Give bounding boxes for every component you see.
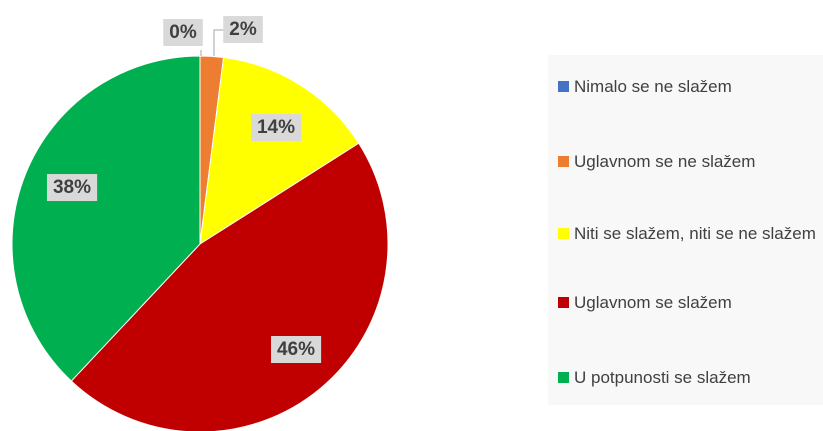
pie-slice [11,55,201,382]
data-label: 0% [169,22,197,43]
legend-label: Nimalo se ne slažem [574,77,732,96]
data-label-box [163,19,203,47]
legend-label: U potpunosti se slažem [574,368,751,387]
data-label-box [270,336,322,364]
data-label: 38% [53,177,91,198]
leader-line [213,29,226,56]
legend-item: Nimalo se ne slažem [558,75,820,99]
legend-item: Uglavnom se ne slažem [558,150,820,174]
legend: Nimalo se ne slažem Uglavnom se ne slažem… [548,55,823,405]
legend-label: Uglavnom se slažem [574,293,732,312]
data-label: 46% [277,339,315,360]
legend-swatch [558,228,569,239]
legend-label: Uglavnom se ne slažem [574,152,756,171]
data-label-box [250,114,302,142]
data-label: 14% [257,117,295,138]
legend-swatch [558,81,569,92]
legend-swatch [558,297,569,308]
chart: 0% 2% 14% 46% 38% [11,16,389,431]
legend-item: U potpunosti se slažem [558,366,820,390]
data-label: 2% [229,19,257,40]
pie-slice [199,56,360,245]
data-label-box [46,174,98,202]
legend-swatch [558,372,569,383]
legend-label: Niti se slažem, niti se ne slažem [574,224,816,243]
legend-swatch [558,156,569,167]
legend-item: Uglavnom se slažem [558,291,820,315]
legend-item: Niti se slažem, niti se ne slažem [558,222,820,246]
data-label-box [223,16,263,44]
